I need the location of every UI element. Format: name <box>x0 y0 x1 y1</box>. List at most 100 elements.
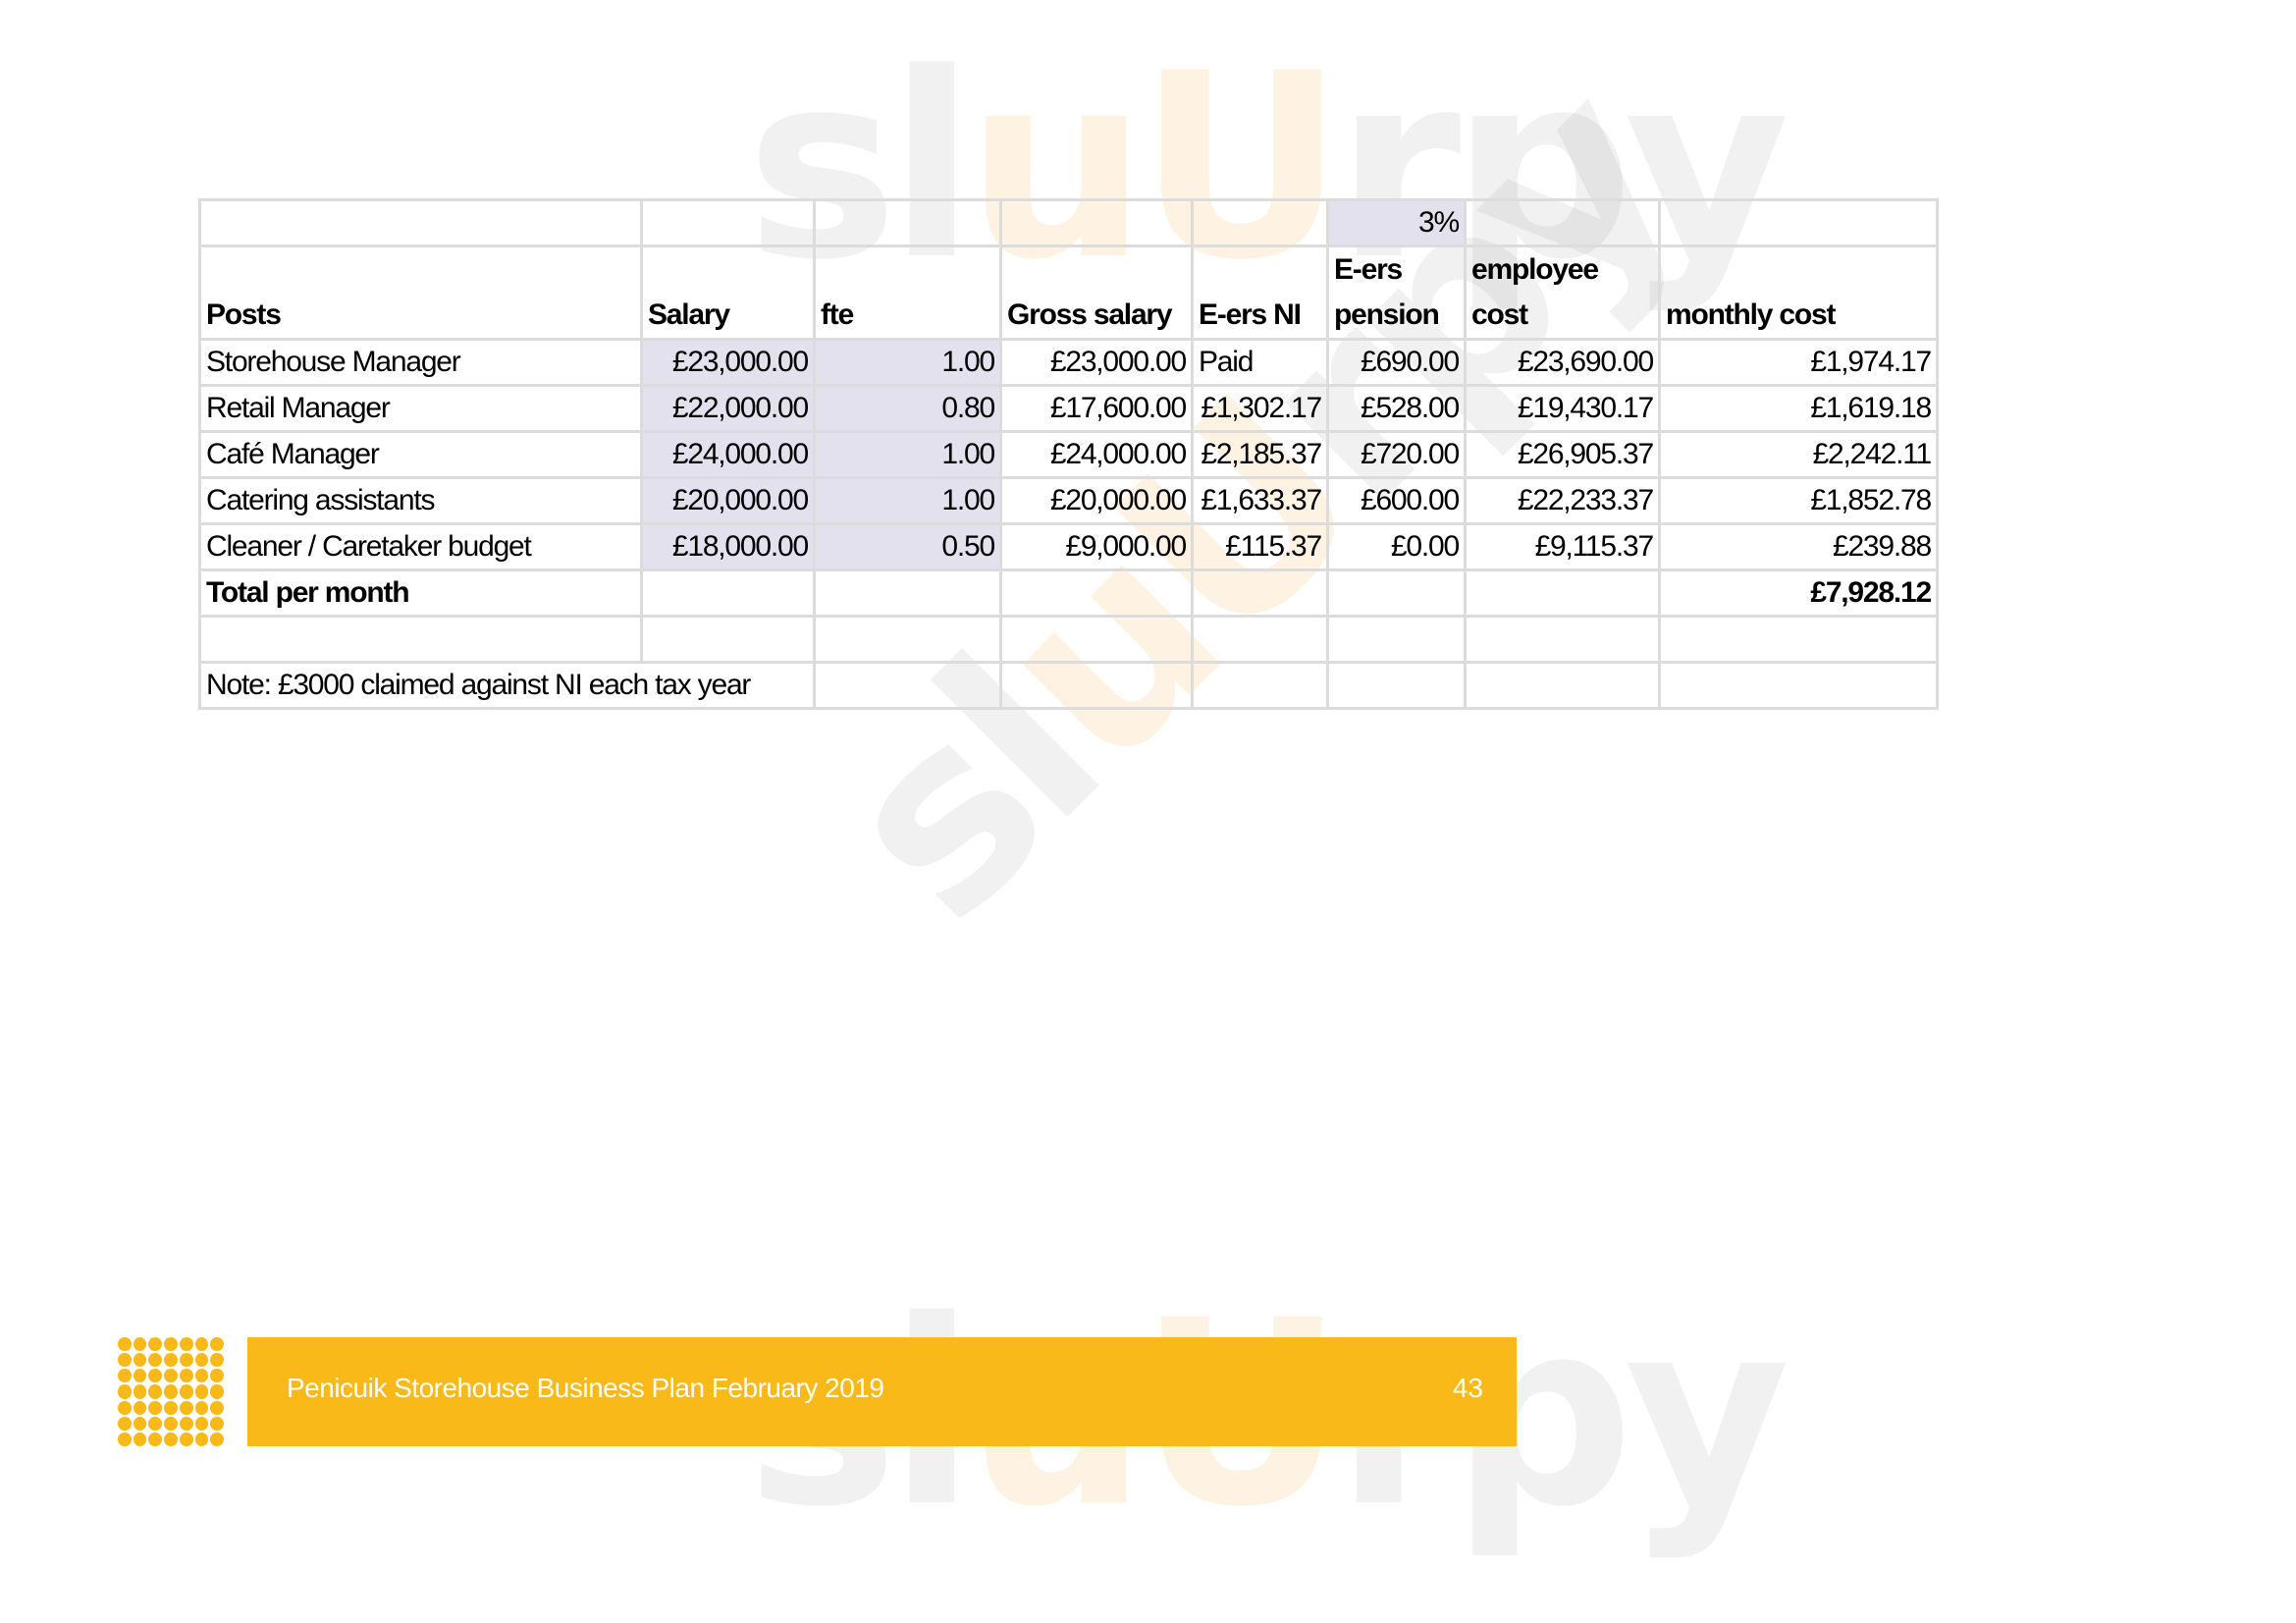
table-cell <box>1191 198 1329 247</box>
column-header: E-ers NI <box>1191 244 1329 341</box>
footer-title: Penicuik Storehouse Business Plan Februa… <box>287 1373 884 1403</box>
table-cell <box>1464 568 1661 618</box>
table-cell <box>640 198 816 247</box>
dot <box>164 1353 178 1368</box>
column-header-text: monthly cost <box>1666 298 1836 331</box>
table-cell: £24,000.00 <box>640 430 816 479</box>
table-cell: £600.00 <box>1326 476 1467 525</box>
table-cell <box>999 615 1194 664</box>
dot <box>210 1384 224 1399</box>
table-cell: £26,905.37 <box>1464 430 1661 479</box>
table-cell: 0.80 <box>813 384 1002 433</box>
column-header-text: E-ers <box>1334 253 1403 286</box>
table-cell: £2,242.11 <box>1658 430 1939 479</box>
total-label: Total per month <box>198 568 643 618</box>
table-cell <box>1464 615 1661 664</box>
table-row: Retail Manager £22,000.00 0.80 £17,600.00 £1… <box>198 384 1939 433</box>
dot <box>164 1384 178 1399</box>
column-header: employee cost <box>1464 244 1661 341</box>
table-cell <box>640 568 816 618</box>
table-cell: Storehouse Manager <box>198 338 643 387</box>
table-cell: £1,302.17 <box>1191 384 1329 433</box>
table-row: Storehouse Manager £23,000.00 1.00 £23,000.… <box>198 338 1939 387</box>
table-cell: Café Manager <box>198 430 643 479</box>
footer-dots-decoration <box>118 1337 224 1446</box>
column-header: Posts <box>198 244 643 341</box>
note-row: Note: £3000 claimed against NI each tax … <box>198 661 1939 710</box>
table-cell: £239.88 <box>1658 522 1939 571</box>
table-cell: £1,619.18 <box>1658 384 1939 433</box>
table-cell <box>1191 568 1329 618</box>
dot <box>133 1384 147 1399</box>
column-header-text: fte <box>821 298 854 331</box>
table-cell <box>1658 661 1939 710</box>
table-cell <box>1191 615 1329 664</box>
dot <box>164 1337 178 1352</box>
dot <box>210 1432 224 1446</box>
dot <box>148 1416 163 1431</box>
table-cell: £19,430.17 <box>1464 384 1661 433</box>
page-number-box: 43 <box>1333 1337 1517 1446</box>
table-cell: £0.00 <box>1326 522 1467 571</box>
table-cell: £690.00 <box>1326 338 1467 387</box>
page-number: 43 <box>1452 1373 1483 1403</box>
dot <box>164 1416 178 1431</box>
dot <box>194 1369 209 1383</box>
table-cell: £23,690.00 <box>1464 338 1661 387</box>
table-row: Cleaner / Caretaker budget £18,000.00 0.50… <box>198 522 1939 571</box>
column-header-text: cost <box>1471 298 1528 331</box>
dot <box>179 1400 193 1415</box>
table-cell: £2,185.37 <box>1191 430 1329 479</box>
dot <box>210 1369 224 1383</box>
dot <box>148 1400 163 1415</box>
table-cell <box>1191 661 1329 710</box>
table-cell: 1.00 <box>813 430 1002 479</box>
column-header: Gross salary <box>999 244 1194 341</box>
table-cell: £720.00 <box>1326 430 1467 479</box>
dot <box>164 1369 178 1383</box>
table-cell: £1,852.78 <box>1658 476 1939 525</box>
dot <box>179 1432 193 1446</box>
table-cell: Catering assistants <box>198 476 643 525</box>
dot <box>194 1384 209 1399</box>
dot <box>118 1384 132 1399</box>
table-cell <box>1326 661 1467 710</box>
table-cell: £22,233.37 <box>1464 476 1661 525</box>
table-cell <box>1326 568 1467 618</box>
table-cell: £9,000.00 <box>999 522 1194 571</box>
dot <box>133 1369 147 1383</box>
table-cell: £115.37 <box>1191 522 1329 571</box>
table-cell <box>813 568 1002 618</box>
table-cell: 0.50 <box>813 522 1002 571</box>
table-cell: £23,000.00 <box>999 338 1194 387</box>
dot <box>148 1353 163 1368</box>
dot <box>210 1337 224 1352</box>
table-cell <box>640 615 816 664</box>
column-header-text: employee <box>1471 253 1599 286</box>
dot <box>148 1337 163 1352</box>
table-cell: £24,000.00 <box>999 430 1194 479</box>
dot <box>164 1400 178 1415</box>
table-cell: Cleaner / Caretaker budget <box>198 522 643 571</box>
dot <box>118 1369 132 1383</box>
dot <box>118 1400 132 1415</box>
table-cell <box>999 198 1194 247</box>
table-row: Catering assistants £20,000.00 1.00 £20,000… <box>198 476 1939 525</box>
table-cell <box>1326 615 1467 664</box>
table-cell: Paid <box>1191 338 1329 387</box>
dot <box>210 1416 224 1431</box>
dot <box>118 1432 132 1446</box>
dot <box>133 1400 147 1415</box>
table-cell: £20,000.00 <box>999 476 1194 525</box>
table-cell: Retail Manager <box>198 384 643 433</box>
table-cell <box>198 615 643 664</box>
dot <box>118 1337 132 1352</box>
dot <box>133 1353 147 1368</box>
table-cell: £1,633.37 <box>1191 476 1329 525</box>
dot <box>194 1416 209 1431</box>
dot <box>194 1337 209 1352</box>
table-cell: £1,974.17 <box>1658 338 1939 387</box>
dot <box>194 1432 209 1446</box>
footer-bar: Penicuik Storehouse Business Plan Februa… <box>247 1337 1333 1446</box>
dot <box>133 1432 147 1446</box>
